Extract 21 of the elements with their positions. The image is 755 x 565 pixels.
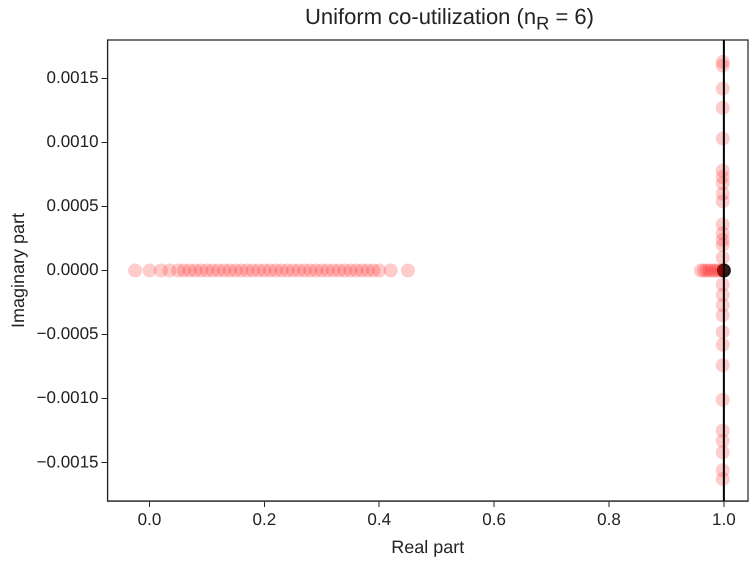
y-tick-label: 0.0005	[46, 196, 99, 216]
x-tick-label: 0.2	[252, 510, 276, 529]
y-tick-label: 0.0010	[46, 132, 99, 152]
y-tick-label: 0.0000	[46, 260, 99, 280]
x-tick-label: 0.8	[597, 510, 621, 529]
point	[400, 264, 415, 278]
x-tick-label: 1.0	[712, 510, 736, 529]
point	[372, 264, 386, 278]
x-tick-label: 0.4	[367, 510, 392, 529]
point	[142, 264, 156, 278]
x-tick-label: 0.6	[482, 510, 506, 529]
chart-title: Uniform co-utilization (n$_{R}$ = 6)	[304, 4, 595, 34]
x-axis-title: Real part	[391, 537, 464, 558]
y-tick-label: 0.0015	[46, 68, 99, 88]
y-tick-label: −0.0015	[36, 452, 99, 472]
y-tick-label: −0.0010	[36, 388, 99, 408]
y-axis-title: Imaginary part	[8, 212, 28, 328]
x-tick-label: 0.0	[138, 510, 162, 529]
point	[128, 264, 142, 278]
y-tick-label: −0.0005	[36, 324, 99, 344]
point	[384, 264, 398, 278]
